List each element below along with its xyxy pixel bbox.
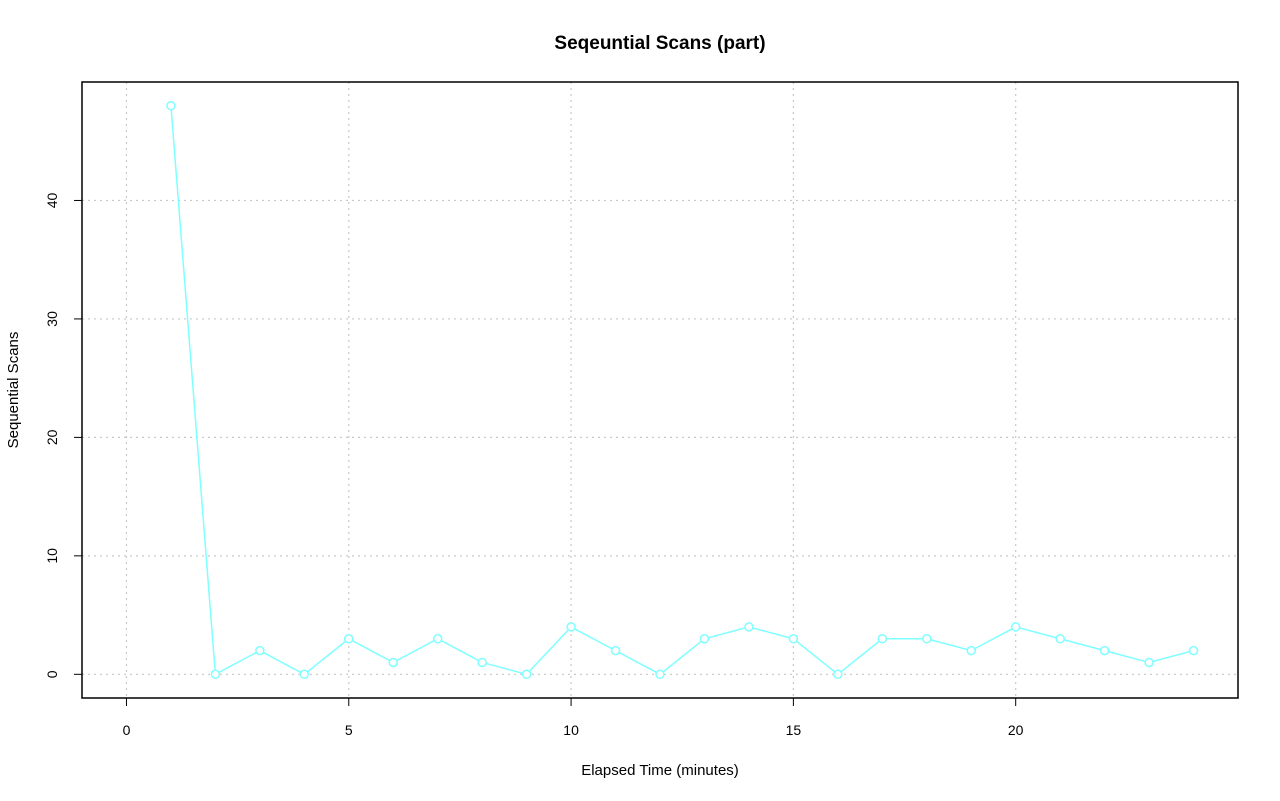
x-tick-label: 0: [123, 722, 131, 738]
y-tick-label: 40: [44, 192, 60, 208]
data-point: [610, 645, 621, 656]
chart-title: Seqeuntial Scans (part): [554, 33, 765, 54]
y-tick-label: 30: [44, 311, 60, 327]
x-tick-label: 20: [1008, 722, 1024, 738]
y-tick-label: 0: [44, 670, 60, 678]
data-point: [1144, 657, 1154, 668]
y-tick-label: 20: [44, 429, 60, 445]
y-axis-label: Sequential Scans: [5, 332, 22, 449]
data-point: [877, 634, 888, 644]
data-point: [922, 634, 932, 644]
x-tick-label: 5: [345, 722, 353, 738]
data-point: [833, 669, 843, 680]
data-point: [566, 622, 576, 632]
data-point: [744, 622, 754, 632]
data-point: [1099, 645, 1110, 656]
series-layer: [166, 100, 1199, 680]
data-point: [299, 669, 310, 680]
x-tick-label: 15: [786, 722, 802, 738]
data-point: [210, 669, 221, 680]
data-point: [521, 669, 532, 680]
data-point: [1055, 634, 1065, 644]
data-point: [1010, 622, 1021, 632]
data-point: [788, 634, 799, 644]
y-tick-label: 10: [44, 548, 60, 564]
grid-lines: [82, 82, 1238, 698]
x-tick-label: 10: [563, 722, 579, 738]
series-line: [170, 105, 1194, 676]
data-point: [388, 657, 398, 668]
data-point: [432, 634, 443, 644]
data-point: [699, 634, 710, 644]
data-point: [255, 645, 265, 656]
y-axis: 0 10 20 30 40: [44, 192, 82, 678]
data-point: [966, 645, 976, 656]
data-point: [655, 669, 665, 680]
data-point: [477, 657, 487, 668]
plot-frame: [81, 81, 1239, 699]
x-axis-label: Elapsed Time (minutes): [581, 762, 739, 779]
data-point: [1188, 645, 1199, 656]
data-point: [166, 100, 176, 111]
data-point: [344, 634, 354, 644]
x-axis: 0 5 10 15 20: [123, 697, 1024, 738]
